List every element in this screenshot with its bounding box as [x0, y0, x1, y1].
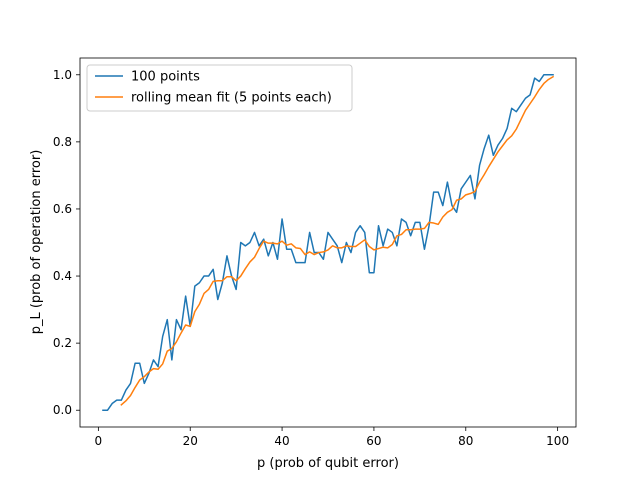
plot-area [102, 74, 555, 411]
series-line-1 [120, 75, 555, 406]
legend: 100 points rolling mean fit (5 points eac… [86, 64, 353, 112]
y-tick-label: 0.4 [53, 269, 72, 283]
y-tick-label: 0.0 [53, 403, 72, 417]
axes-frame [79, 57, 577, 428]
y-tick-label: 0.2 [53, 336, 72, 350]
y-tick-label: 1.0 [53, 68, 72, 82]
legend-label-1: rolling mean fit (5 points each) [131, 91, 332, 106]
x-tick-label: 20 [183, 434, 198, 448]
legend-label-0: 100 points [131, 70, 200, 85]
x-tick-label: 0 [95, 434, 103, 448]
x-tick-label: 60 [366, 434, 381, 448]
series-line-0 [102, 74, 554, 411]
y-axis-label: p_L (prob of operation error) [29, 150, 44, 335]
axes: 0 20 40 60 80 100 0.0 0.2 0.4 0.6 0.8 1.0 [53, 57, 577, 448]
x-tick-label: 40 [274, 434, 289, 448]
y-tick-label: 0.6 [53, 202, 72, 216]
x-tick-label: 100 [546, 434, 569, 448]
legend-box [86, 64, 353, 112]
x-axis-label: p (prob of qubit error) [257, 456, 399, 471]
y-tick-label: 0.8 [53, 135, 72, 149]
x-tick-label: 80 [458, 434, 473, 448]
